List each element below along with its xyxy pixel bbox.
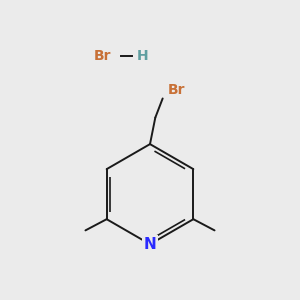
Text: H: H bbox=[137, 49, 148, 63]
Text: Br: Br bbox=[167, 83, 185, 97]
Text: Br: Br bbox=[94, 49, 112, 63]
Text: N: N bbox=[144, 237, 156, 252]
